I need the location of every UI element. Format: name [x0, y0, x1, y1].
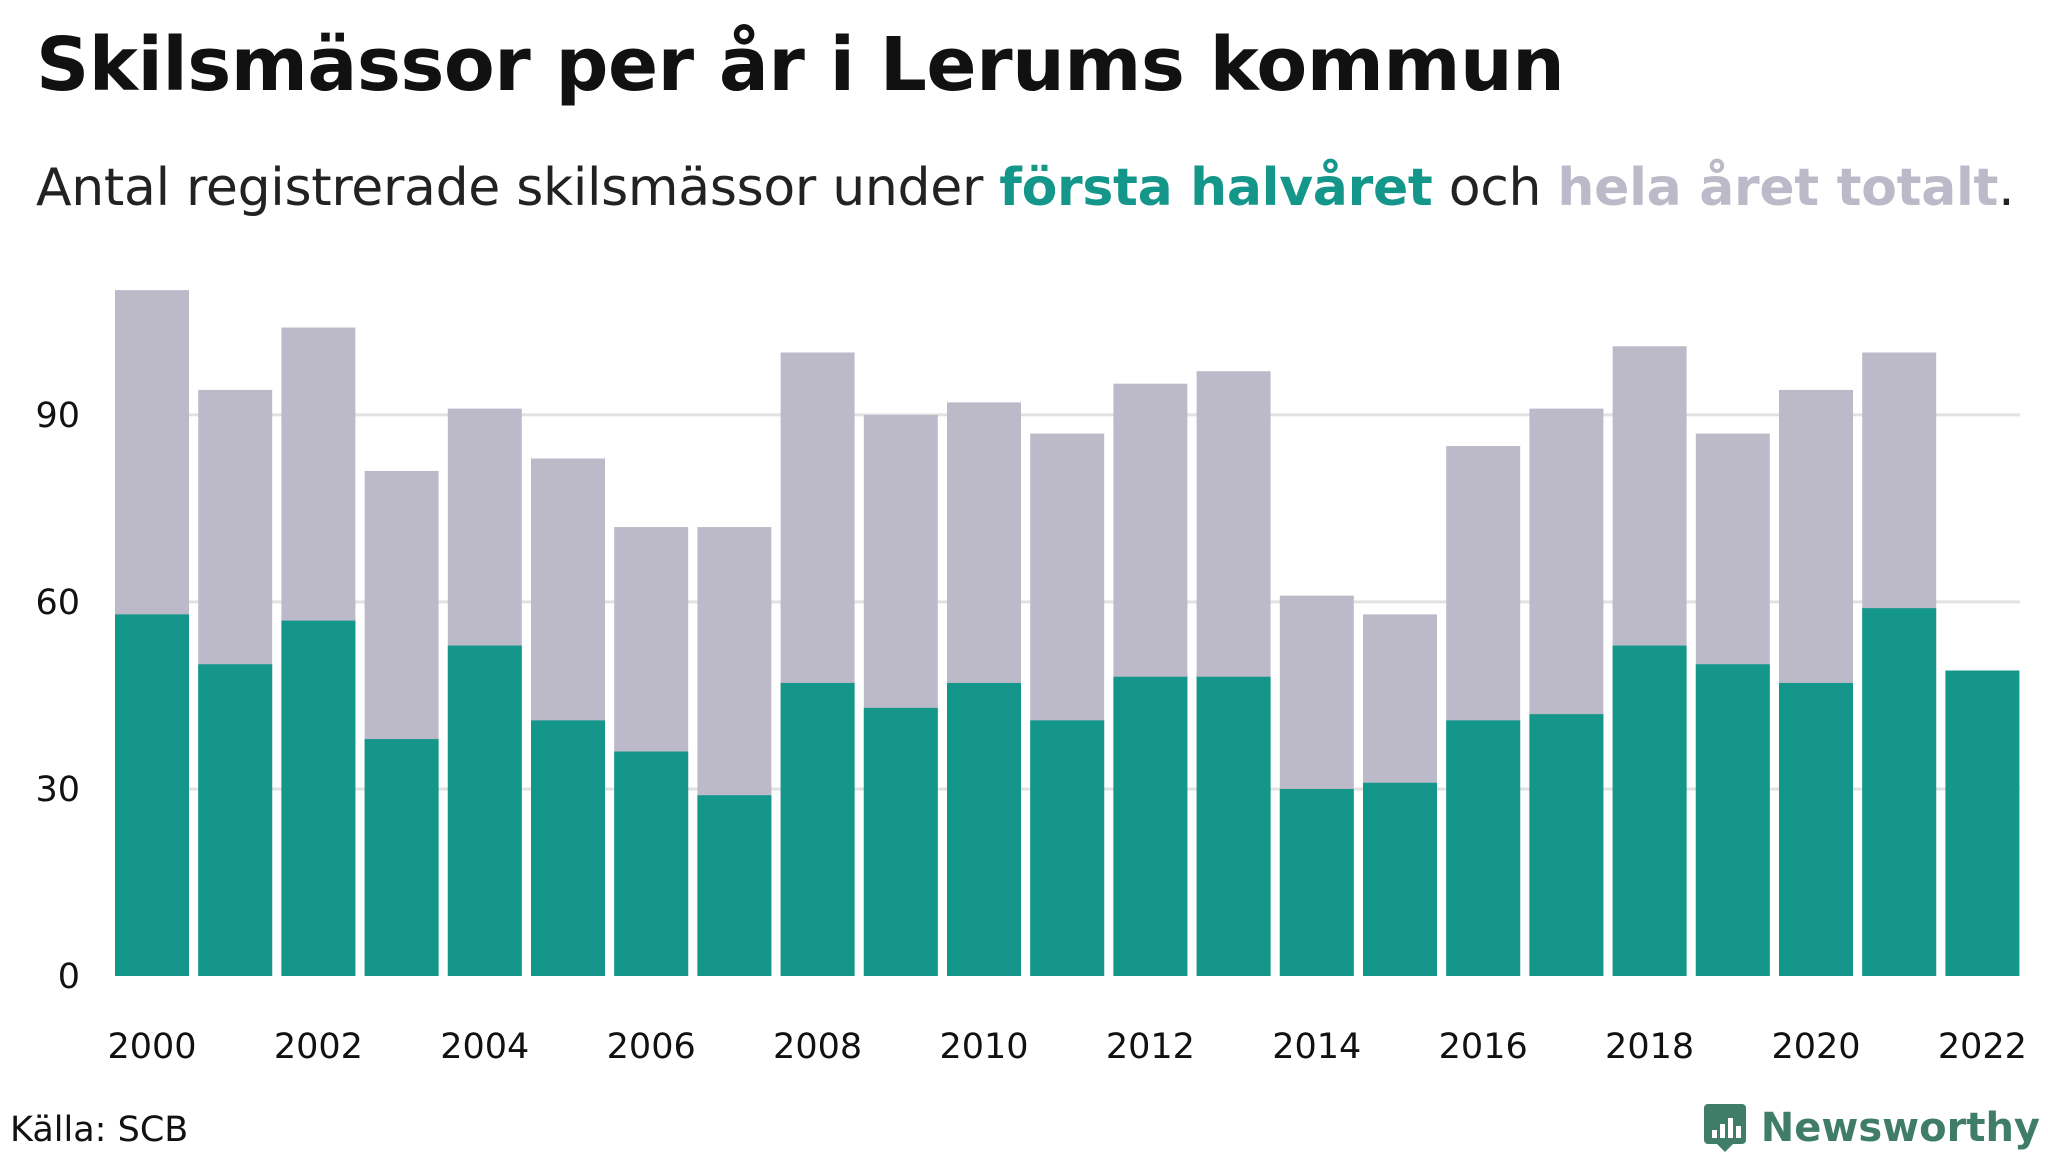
bar-first-half-2022	[1945, 670, 2020, 976]
x-tick-label: 2008	[773, 1027, 862, 1067]
bar-first-half-2009	[863, 707, 938, 976]
bar-first-half-2006	[614, 751, 689, 976]
subtitle-middle: och	[1432, 158, 1558, 218]
x-tick-label: 2022	[1938, 1027, 2027, 1067]
bar-first-half-2012	[1113, 676, 1188, 976]
bar-first-half-2008	[780, 682, 855, 976]
bar-first-half-2010	[947, 682, 1021, 976]
x-tick-label: 2016	[1439, 1027, 1528, 1067]
bar-first-half-2005	[531, 720, 605, 976]
bar-first-half-2018	[1612, 645, 1687, 976]
legend-first-half: första halvåret	[999, 158, 1433, 218]
x-tick-label: 2000	[107, 1027, 196, 1067]
legend-total: hela året totalt	[1557, 158, 1999, 218]
bar-first-half-2020	[1779, 682, 1853, 976]
x-tick-label: 2012	[1106, 1027, 1195, 1067]
bar-first-half-2001	[198, 664, 273, 976]
brand-name: Newsworthy	[1760, 1105, 2040, 1151]
bar-first-half-2021	[1862, 608, 1937, 976]
newsworthy-logo-icon	[1703, 1104, 1746, 1152]
source-note: Källa: SCB	[10, 1110, 189, 1150]
x-tick-label: 2010	[939, 1027, 1028, 1067]
x-tick-label: 2020	[1771, 1027, 1860, 1067]
chart-subtitle: Antal registrerade skilsmässor under för…	[36, 158, 2015, 218]
y-tick-label: 60	[35, 583, 80, 623]
y-tick-label: 30	[35, 770, 80, 810]
x-tick-label: 2006	[607, 1027, 696, 1067]
bar-first-half-2016	[1446, 720, 1521, 976]
subtitle-prefix: Antal registrerade skilsmässor under	[36, 158, 1000, 218]
y-tick-label: 0	[58, 957, 80, 997]
x-tick-label: 2002	[274, 1027, 363, 1067]
bar-first-half-2015	[1363, 782, 1437, 976]
brand: Newsworthy	[1703, 1102, 2040, 1154]
subtitle-suffix: .	[1998, 158, 2015, 218]
bar-first-half-2013	[1196, 676, 1271, 976]
chart-title: Skilsmässor per år i Lerums kommun	[36, 22, 1565, 108]
bar-first-half-2002	[281, 620, 356, 976]
bar-first-half-2004	[447, 645, 522, 976]
x-axis: 2000 2002 2004 2006 2008 2010 2012 2014 2016 2018…	[107, 1027, 2026, 1067]
x-tick-label: 2014	[1272, 1027, 1361, 1067]
bar-first-half-2019	[1695, 664, 1770, 976]
y-tick-label: 90	[35, 396, 80, 436]
bar-first-half-2007	[697, 795, 772, 976]
bar-first-half-2000	[115, 614, 189, 976]
bar-first-half-2014	[1279, 788, 1354, 976]
x-tick-label: 2018	[1605, 1027, 1694, 1067]
bar-first-half-2017	[1529, 714, 1604, 976]
bar-first-half-2003	[364, 739, 439, 976]
x-tick-label: 2004	[440, 1027, 529, 1067]
bar-first-half-2011	[1030, 720, 1105, 976]
y-axis: 0 30 60 90	[35, 396, 80, 997]
series-first-half-bars	[115, 608, 2020, 976]
